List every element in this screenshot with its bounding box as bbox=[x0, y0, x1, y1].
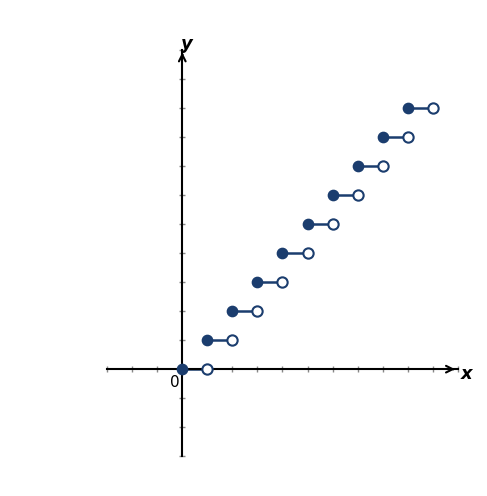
Point bbox=[404, 104, 412, 112]
Point bbox=[204, 336, 211, 344]
Point bbox=[303, 249, 311, 257]
Text: y: y bbox=[182, 35, 193, 53]
Point bbox=[379, 133, 387, 141]
Point bbox=[279, 249, 286, 257]
Point bbox=[204, 365, 211, 373]
Point bbox=[354, 191, 361, 199]
Point bbox=[329, 220, 337, 228]
Point bbox=[228, 307, 236, 315]
Point bbox=[354, 162, 361, 170]
Point bbox=[254, 278, 262, 286]
Point bbox=[254, 307, 262, 315]
Point bbox=[404, 133, 412, 141]
Text: x: x bbox=[460, 365, 472, 382]
Point bbox=[379, 162, 387, 170]
Point bbox=[303, 220, 311, 228]
Point bbox=[329, 191, 337, 199]
Point bbox=[178, 365, 186, 373]
Point bbox=[429, 104, 437, 112]
Text: 0: 0 bbox=[170, 375, 180, 390]
Point bbox=[228, 336, 236, 344]
Point bbox=[279, 278, 286, 286]
